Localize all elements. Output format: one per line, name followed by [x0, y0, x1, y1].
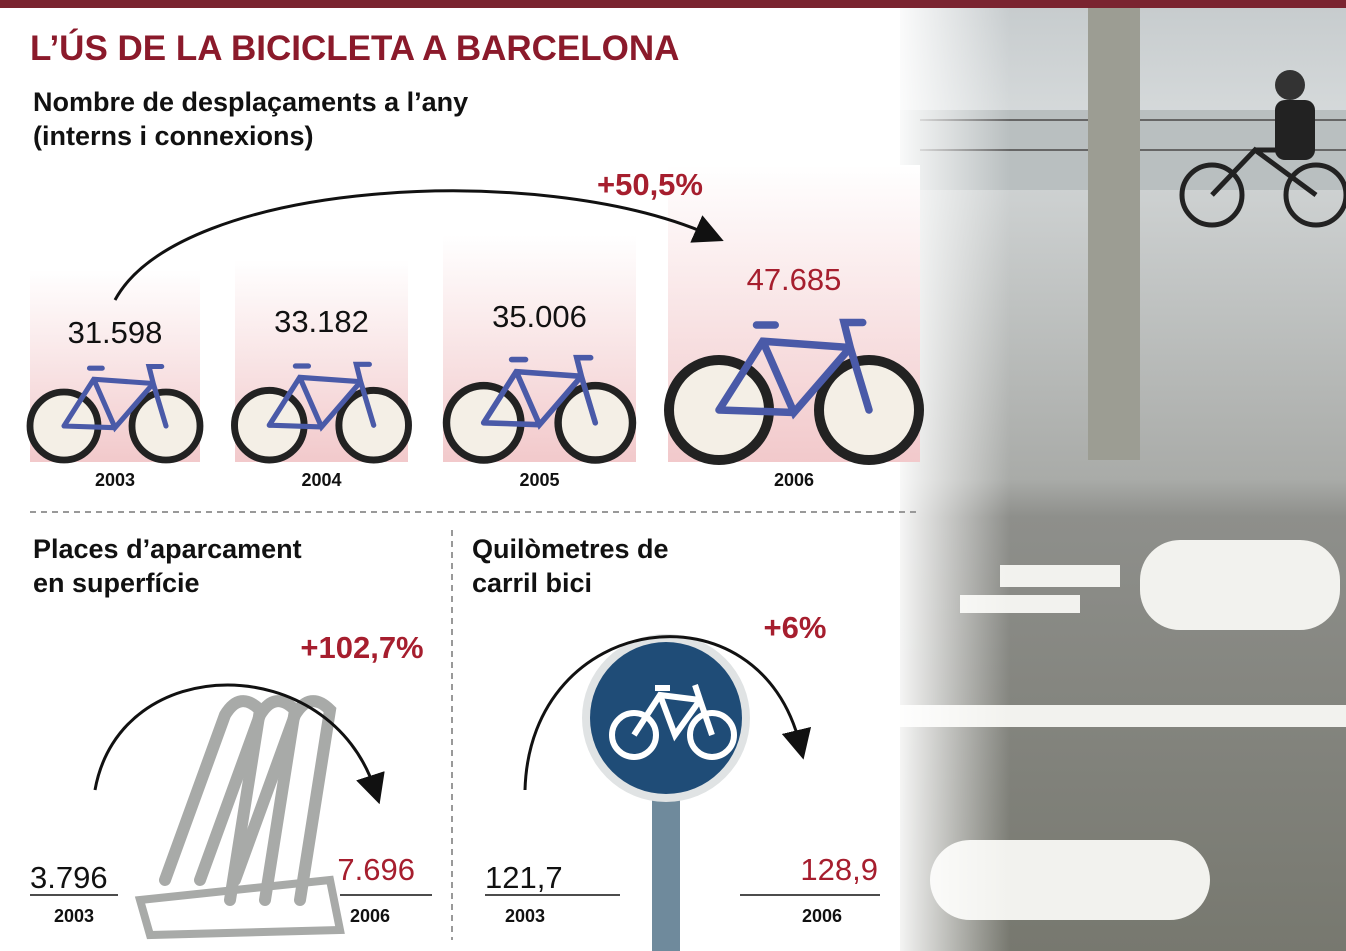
value: 128,9 [800, 852, 878, 887]
title: L’ÚS DE LA BICICLETA A BARCELONA [30, 28, 679, 68]
section-title: Quilòmetres de [472, 534, 669, 564]
section-title: Places d’aparcament [33, 534, 302, 564]
year: 2005 [519, 470, 559, 490]
change: +6% [764, 610, 827, 645]
value: 7.696 [337, 852, 415, 887]
year: 2003 [54, 906, 94, 926]
year: 2003 [95, 470, 135, 490]
section-title: carril bici [472, 568, 592, 598]
sign [582, 634, 750, 951]
section-title: en superfície [33, 568, 200, 598]
change: +102,7% [300, 630, 423, 665]
subtitle: Nombre de desplaçaments a l’any [33, 87, 468, 117]
year: 2003 [505, 906, 545, 926]
year: 2006 [774, 470, 814, 490]
infographic: L’ÚS DE LA BICICLETA A BARCELONA Nombre … [0, 0, 1346, 951]
bike-rack [140, 701, 340, 935]
top-bar [0, 0, 1346, 8]
value: 47.685 [747, 262, 842, 297]
value: 33.182 [274, 304, 369, 339]
subtitle: (interns i connexions) [33, 121, 314, 151]
year-panels: 31.598 2003 33.182 2004 35.006 2005 47.685 2006 [30, 165, 920, 490]
value: 35.006 [492, 299, 587, 334]
value: 121,7 [485, 860, 563, 895]
value: 3.796 [30, 860, 108, 895]
year: 2006 [802, 906, 842, 926]
change: +50,5% [597, 167, 703, 202]
year: 2004 [301, 470, 341, 490]
photo [890, 8, 1346, 951]
value: 31.598 [68, 315, 163, 350]
year: 2006 [350, 906, 390, 926]
